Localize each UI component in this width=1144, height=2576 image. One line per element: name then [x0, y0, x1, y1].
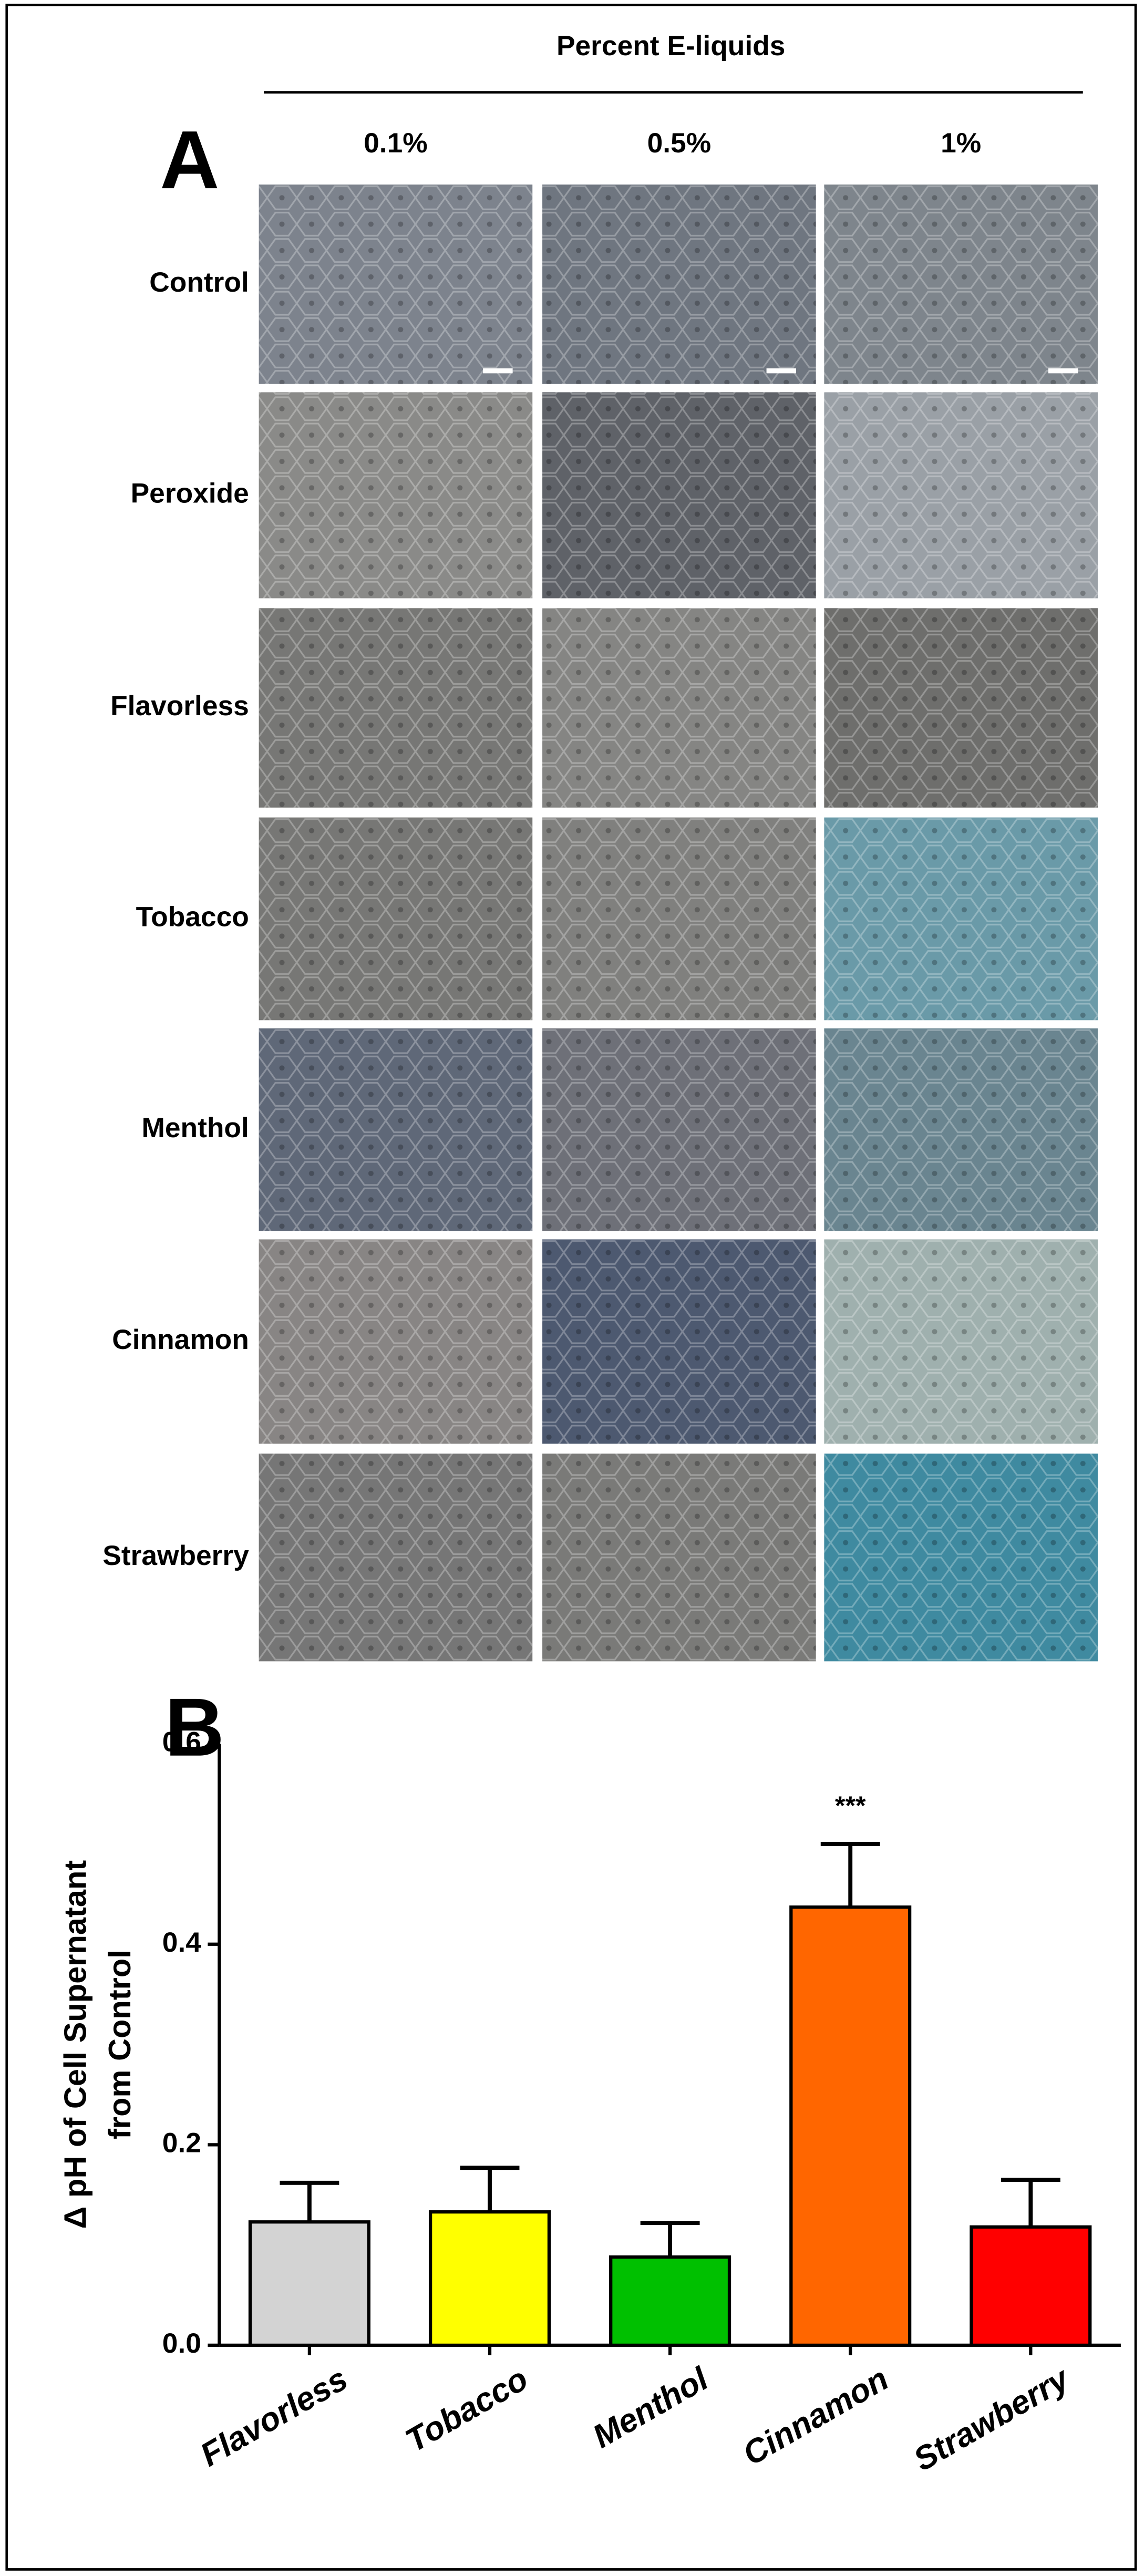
row-label: Control — [149, 267, 249, 298]
micrograph-texture — [542, 1454, 816, 1662]
micrograph-texture — [259, 184, 533, 384]
micrograph-texture — [259, 392, 533, 599]
column-label: 0.1% — [364, 128, 427, 159]
column-label: 0.5% — [647, 128, 711, 159]
micrograph-texture — [542, 817, 816, 1021]
bar — [609, 2255, 731, 2347]
micrograph-texture — [824, 817, 1098, 1021]
micrograph-texture — [824, 184, 1098, 384]
column-label: 1% — [941, 128, 981, 159]
row-label: Tobacco — [136, 902, 249, 933]
micrograph-texture — [542, 608, 816, 808]
row-label: Strawberry — [102, 1540, 249, 1571]
row-label: Peroxide — [131, 478, 249, 509]
y-tick-label: 0.6 — [162, 1726, 201, 1757]
micrograph-texture — [259, 1028, 533, 1231]
micrograph-texture — [259, 608, 533, 808]
bar — [428, 2210, 551, 2347]
micrograph-texture — [824, 1239, 1098, 1444]
micrograph-texture — [824, 608, 1098, 808]
micrograph-texture — [542, 1239, 816, 1444]
y-axis-label: from Control — [102, 1950, 137, 2139]
row-label: Cinnamon — [112, 1324, 249, 1355]
bar — [789, 1905, 912, 2347]
y-tick-label: 0.2 — [162, 2127, 201, 2158]
micrograph-texture — [824, 392, 1098, 599]
micrograph-texture — [542, 392, 816, 599]
bar — [248, 2220, 370, 2347]
micrograph-texture — [259, 1239, 533, 1444]
row-label: Flavorless — [110, 691, 249, 722]
micrograph-texture — [542, 1028, 816, 1231]
y-tick-label: 0.0 — [162, 2328, 201, 2359]
row-label: Menthol — [142, 1112, 249, 1143]
micrograph-texture — [824, 1028, 1098, 1231]
panel-label: B — [165, 1682, 224, 1774]
header: Percent E-liquids — [556, 30, 785, 61]
micrograph-texture — [259, 1454, 533, 1662]
bar — [970, 2225, 1092, 2347]
micrograph-texture — [259, 817, 533, 1021]
micrograph-texture — [542, 184, 816, 384]
y-tick-label: 0.4 — [162, 1927, 201, 1958]
panel-label: A — [160, 114, 219, 206]
significance-label: *** — [835, 1791, 866, 1820]
micrograph-texture — [824, 1454, 1098, 1662]
y-axis-label: Δ pH of Cell Supernatant — [57, 1860, 92, 2229]
